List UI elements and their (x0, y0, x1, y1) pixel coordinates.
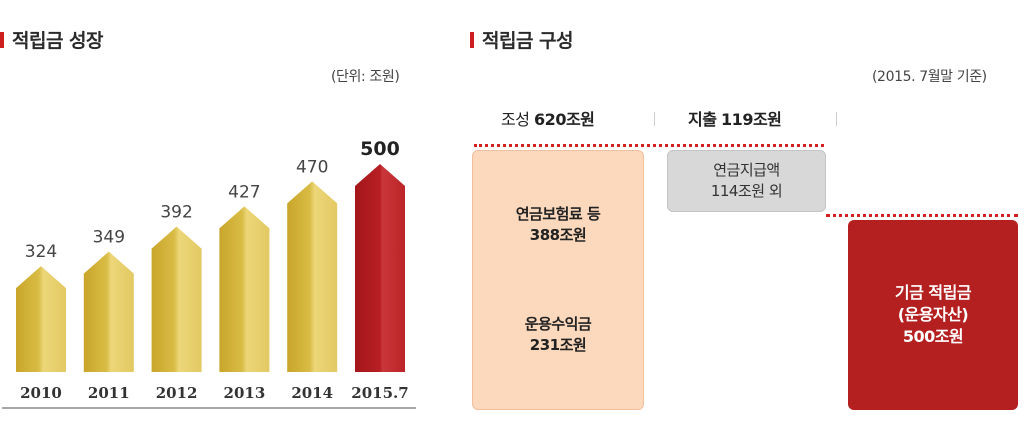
benefits-box: 연금지급액 114조원 외 (667, 150, 826, 212)
unit-label: (단위: 조원) (331, 69, 400, 85)
fund-label: 기금 적립금 (894, 283, 972, 302)
bar-2015.7 (355, 164, 405, 372)
header-separator (836, 112, 837, 126)
category-label: 2012 (156, 384, 198, 402)
top-dotted-line (474, 144, 824, 147)
fund-value: 500조원 (902, 327, 964, 346)
value-label: 470 (296, 157, 328, 177)
date-note: (2015. 7월말 기준) (872, 69, 987, 85)
fund-sublabel: (운용자산) (897, 305, 969, 324)
formation-box: 연금보험료 등 388조원 운용수익금 231조원 (472, 150, 644, 410)
bar-2013 (219, 206, 270, 372)
fund-dotted-line (826, 214, 1018, 217)
composition-title-text: 적립금 구성 (482, 30, 574, 52)
benefits-value: 114조원 외 (710, 182, 783, 200)
bar-2011 (83, 251, 134, 372)
expenditure-label: 지출 (688, 110, 717, 129)
category-label: 2011 (88, 384, 130, 402)
bar-2010 (16, 266, 66, 372)
value-label: 500 (360, 138, 400, 160)
fund-box: 기금 적립금 (운용자산) 500조원 (848, 220, 1018, 410)
returns-label: 운용수익금 (524, 315, 592, 333)
contributions-value: 388조원 (529, 226, 587, 244)
benefits-label: 연금지급액 (713, 161, 780, 179)
returns-value: 231조원 (529, 336, 587, 354)
value-label: 427 (228, 182, 260, 202)
formation-value: 620조원 (534, 110, 595, 129)
expenditure-value: 119조원 (721, 110, 782, 129)
contributions-label: 연금보험료 등 (515, 205, 601, 223)
category-label: 2015.7 (351, 384, 408, 402)
growth-chart-title: 적립금 성장 (0, 26, 104, 53)
formation-box-content: 연금보험료 등 388조원 운용수익금 231조원 (516, 204, 601, 356)
growth-bar-chart: 324 2010 349 2011 392 2012 427 2013 470 2014 500 20… (2, 138, 416, 409)
composition-title: 적립금 구성 (470, 26, 574, 53)
category-label: 2010 (20, 384, 62, 402)
title-accent-bar (0, 32, 4, 48)
bar-2012 (151, 226, 202, 372)
category-label: 2014 (291, 384, 333, 402)
formation-header: 조성 620조원 (501, 106, 595, 130)
bar-2014 (287, 181, 338, 372)
value-label: 324 (25, 242, 57, 262)
category-label: 2013 (224, 384, 266, 402)
fund-box-content: 기금 적립금 (운용자산) 500조원 (894, 282, 972, 348)
growth-title-text: 적립금 성장 (12, 30, 104, 52)
title-accent-bar (470, 32, 474, 48)
expenditure-header: 지출 119조원 (688, 106, 782, 130)
value-label: 349 (93, 228, 125, 248)
formation-label: 조성 (501, 110, 530, 129)
spacer (516, 246, 601, 314)
header-separator (654, 112, 655, 126)
value-label: 392 (160, 203, 192, 223)
benefits-box-content: 연금지급액 114조원 외 (710, 160, 783, 202)
